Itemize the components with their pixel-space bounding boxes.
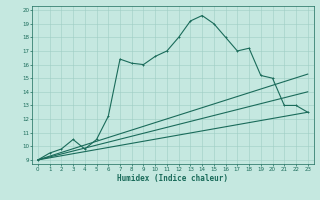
X-axis label: Humidex (Indice chaleur): Humidex (Indice chaleur) [117, 174, 228, 183]
